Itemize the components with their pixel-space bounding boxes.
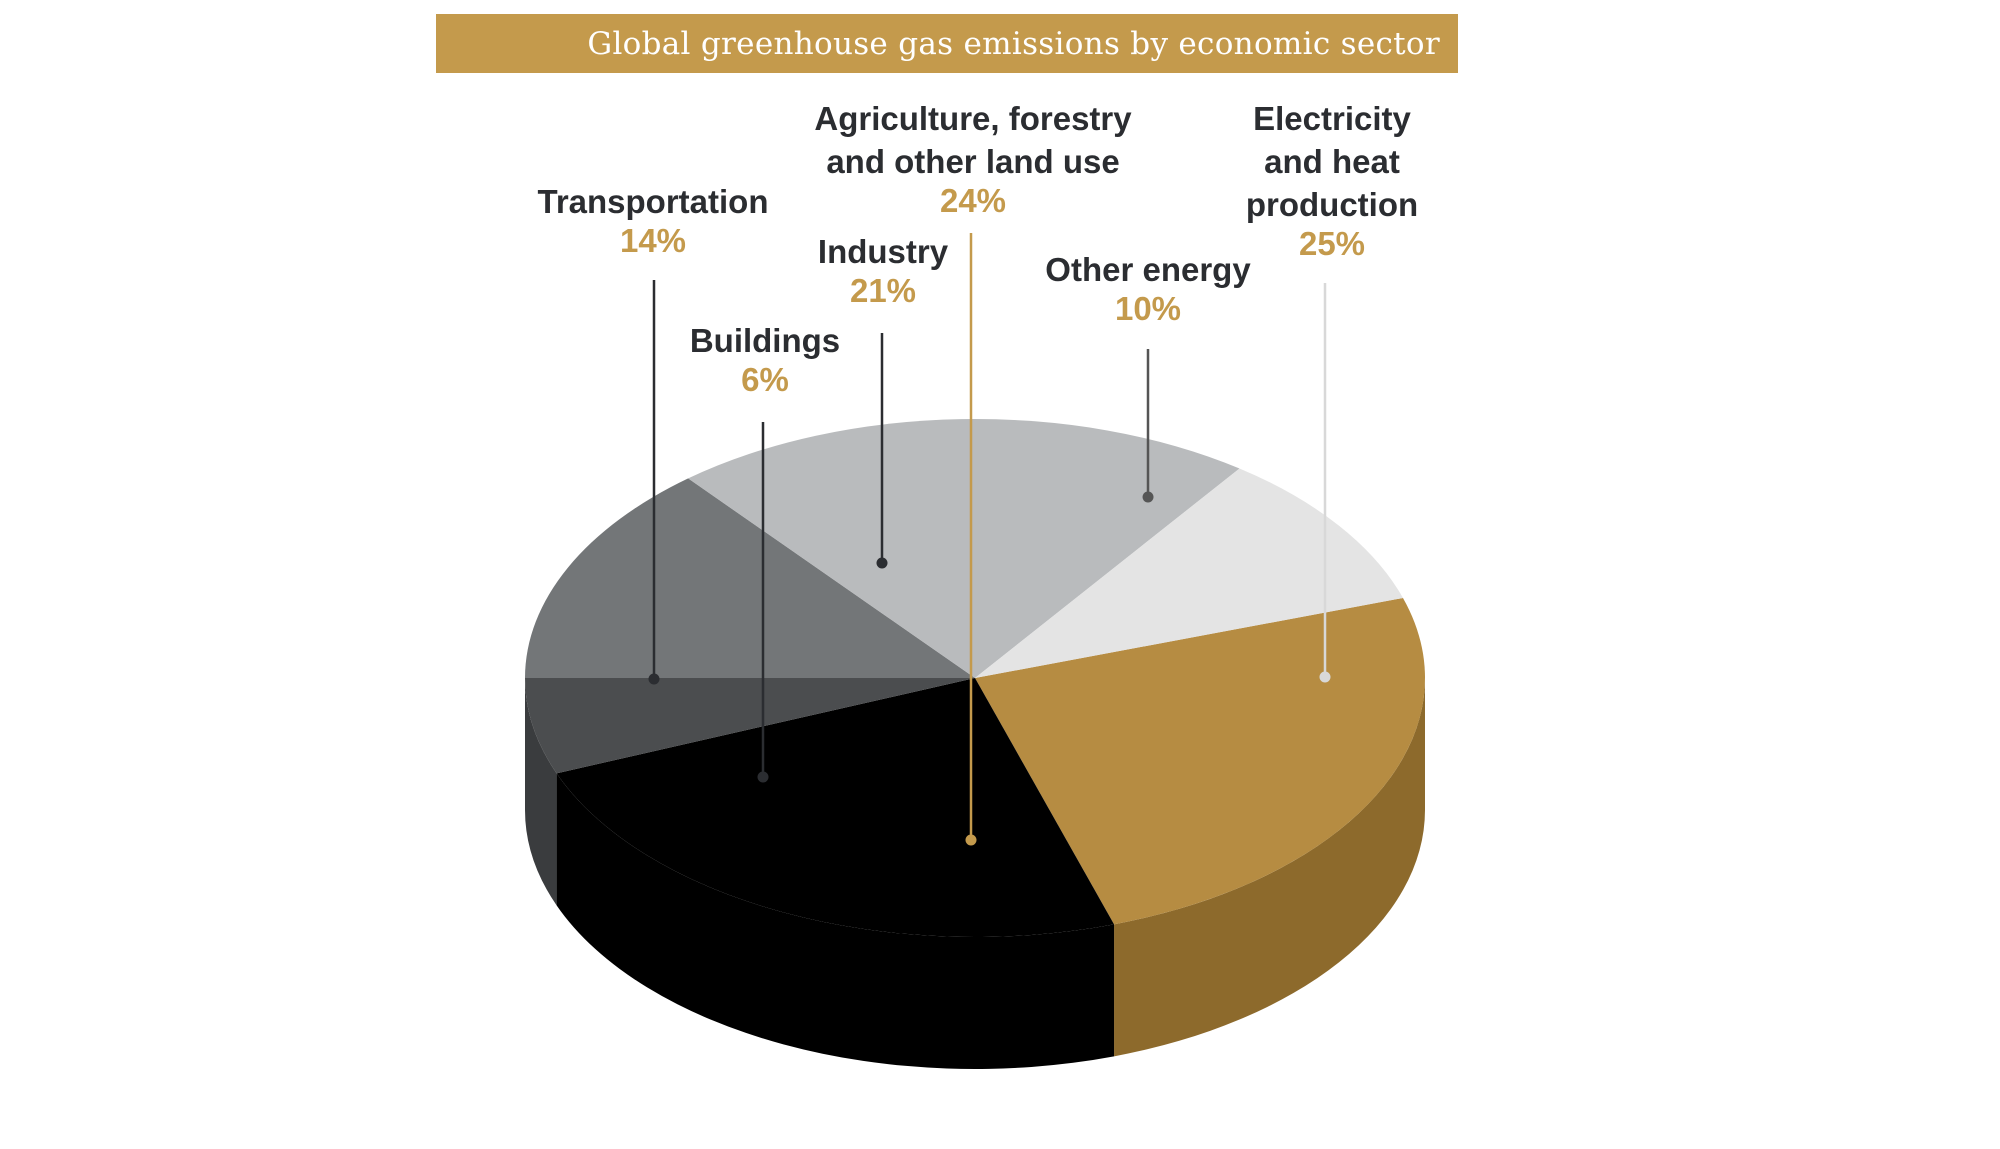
slice-value-label: 14%	[620, 222, 686, 259]
slice-value-label: 21%	[850, 272, 916, 309]
leader-dot	[757, 771, 769, 783]
leader-dot	[876, 557, 888, 569]
leader-dot	[965, 834, 977, 846]
slice-name-label: Other energy	[1045, 251, 1251, 288]
leader-dot	[1319, 671, 1331, 683]
slice-value-label: 24%	[940, 182, 1006, 219]
chart-title: Global greenhouse gas emissions by econo…	[587, 25, 1440, 62]
leader-dot	[648, 673, 660, 685]
title-banner: Global greenhouse gas emissions by econo…	[436, 14, 1458, 73]
pie-side-slice	[1114, 678, 1425, 1057]
slice-name-label: and heat	[1264, 143, 1400, 180]
pie-slice	[525, 478, 975, 678]
slice-name-label: Industry	[818, 233, 949, 270]
pie-side-group	[525, 678, 1425, 1069]
pie-side-slice	[525, 678, 557, 906]
slice-name-label: Transportation	[537, 183, 768, 220]
slice-name-label: production	[1246, 186, 1418, 223]
slice-value-label: 6%	[741, 361, 789, 398]
pie-slice	[556, 678, 1115, 937]
pie-slice	[688, 419, 1240, 678]
slice-name-label: Buildings	[690, 322, 840, 359]
pie-slice	[975, 468, 1403, 678]
pie-side-slice	[556, 773, 1115, 1069]
leader-dot	[1142, 491, 1154, 503]
pie-slice	[525, 678, 975, 774]
slice-value-label: 25%	[1299, 225, 1365, 262]
slice-name-label: Agriculture, forestry	[814, 100, 1132, 137]
pie-top-group	[525, 419, 1425, 937]
slice-name-label: and other land use	[826, 143, 1119, 180]
slice-name-label: Electricity	[1253, 100, 1411, 137]
pie-slice	[975, 597, 1425, 925]
slice-value-label: 10%	[1115, 290, 1181, 327]
